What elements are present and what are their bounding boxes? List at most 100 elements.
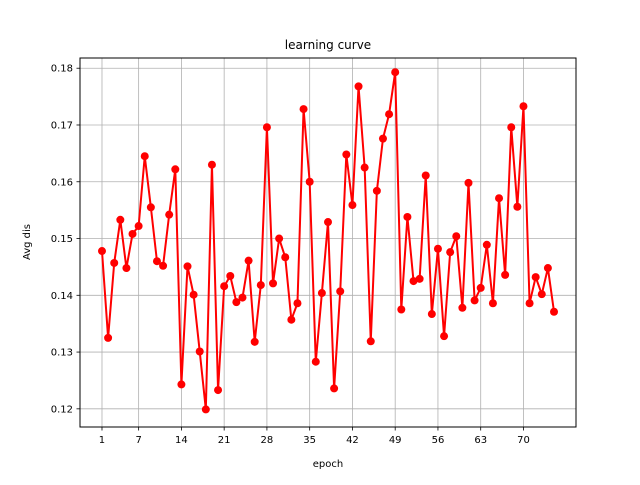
data-point bbox=[433, 244, 442, 253]
data-point bbox=[464, 178, 473, 187]
data-point bbox=[348, 201, 357, 210]
data-point bbox=[214, 386, 223, 395]
data-point bbox=[476, 283, 485, 292]
data-point bbox=[385, 110, 394, 119]
x-tick-label: 21 bbox=[218, 435, 231, 446]
data-points bbox=[97, 68, 559, 414]
data-point bbox=[183, 262, 192, 271]
data-point bbox=[140, 152, 149, 161]
data-point bbox=[165, 210, 174, 219]
data-point bbox=[250, 337, 259, 346]
data-point bbox=[446, 248, 455, 257]
data-point bbox=[440, 332, 449, 341]
data-point bbox=[366, 337, 375, 346]
y-tick-label: 0.18 bbox=[51, 64, 73, 75]
x-tick-label: 14 bbox=[175, 435, 188, 446]
data-point bbox=[244, 256, 253, 265]
y-axis-title: Avg dis bbox=[22, 224, 33, 260]
data-point bbox=[336, 287, 345, 296]
data-point bbox=[360, 163, 369, 172]
data-point bbox=[262, 123, 271, 132]
data-point bbox=[146, 203, 155, 212]
x-tick-label: 7 bbox=[135, 435, 141, 446]
data-point bbox=[495, 194, 504, 203]
data-point bbox=[104, 333, 113, 342]
data-point bbox=[226, 271, 235, 280]
data-point bbox=[531, 273, 540, 282]
data-point bbox=[152, 257, 161, 266]
data-point bbox=[482, 240, 491, 249]
x-tick-label: 63 bbox=[474, 435, 487, 446]
data-point bbox=[324, 218, 332, 227]
data-point bbox=[159, 261, 168, 270]
data-point bbox=[189, 290, 198, 299]
data-point bbox=[427, 310, 436, 319]
data-point bbox=[171, 165, 180, 174]
chart-title: learning curve bbox=[285, 38, 371, 52]
data-point bbox=[378, 134, 387, 143]
data-point bbox=[403, 212, 412, 221]
x-axis-title: epoch bbox=[313, 459, 343, 470]
x-tick-label: 70 bbox=[517, 435, 530, 446]
data-point bbox=[97, 247, 106, 256]
data-point bbox=[543, 264, 552, 273]
data-point bbox=[342, 150, 351, 159]
data-point bbox=[525, 299, 534, 308]
data-point bbox=[458, 303, 467, 312]
x-tick-label: 28 bbox=[261, 435, 274, 446]
data-point bbox=[122, 264, 131, 273]
data-point bbox=[513, 202, 522, 211]
data-point bbox=[421, 171, 430, 180]
data-point bbox=[293, 299, 302, 308]
data-point bbox=[330, 384, 339, 393]
plot-frame bbox=[79, 57, 577, 428]
x-tick-label: 49 bbox=[389, 435, 402, 446]
x-tick-label: 35 bbox=[303, 435, 316, 446]
data-point bbox=[317, 289, 326, 298]
x-tick-label: 56 bbox=[432, 435, 445, 446]
data-point bbox=[177, 380, 186, 389]
data-point bbox=[232, 298, 241, 307]
data-point bbox=[305, 177, 314, 186]
data-point bbox=[110, 258, 119, 267]
data-point bbox=[201, 405, 210, 414]
data-point bbox=[501, 270, 510, 279]
data-point bbox=[470, 296, 479, 305]
data-point bbox=[287, 315, 296, 324]
data-point bbox=[275, 234, 284, 243]
y-tick-label: 0.17 bbox=[51, 120, 73, 131]
data-point bbox=[415, 274, 424, 283]
y-tick-label: 0.12 bbox=[51, 404, 73, 415]
data-point bbox=[195, 347, 204, 356]
y-tick-label: 0.15 bbox=[51, 234, 73, 245]
data-point bbox=[281, 253, 290, 262]
data-point bbox=[116, 215, 125, 224]
data-point bbox=[397, 305, 406, 314]
data-point bbox=[519, 102, 528, 111]
data-point bbox=[256, 281, 265, 290]
y-tick-label: 0.16 bbox=[51, 177, 73, 188]
data-point bbox=[391, 68, 400, 77]
data-point bbox=[128, 229, 137, 238]
data-point bbox=[409, 277, 418, 286]
x-tick-label: 1 bbox=[99, 435, 105, 446]
data-point bbox=[238, 293, 247, 302]
data-point bbox=[550, 307, 559, 316]
x-axis-ticks: 1 7 14 21 28 35 42 49 56 63 70 bbox=[99, 427, 530, 446]
y-axis-ticks: 0.12 0.13 0.14 0.15 0.16 0.17 0.18 bbox=[51, 64, 80, 415]
data-point bbox=[269, 279, 278, 288]
data-point bbox=[537, 290, 546, 299]
data-point bbox=[452, 232, 461, 241]
x-tick-label: 42 bbox=[346, 435, 359, 446]
data-point bbox=[299, 105, 308, 114]
data-point bbox=[507, 123, 516, 132]
data-point bbox=[372, 186, 381, 195]
data-point bbox=[207, 160, 216, 169]
data-point bbox=[134, 222, 143, 231]
y-tick-label: 0.14 bbox=[51, 291, 73, 302]
data-point bbox=[311, 357, 320, 366]
data-point bbox=[354, 82, 363, 91]
